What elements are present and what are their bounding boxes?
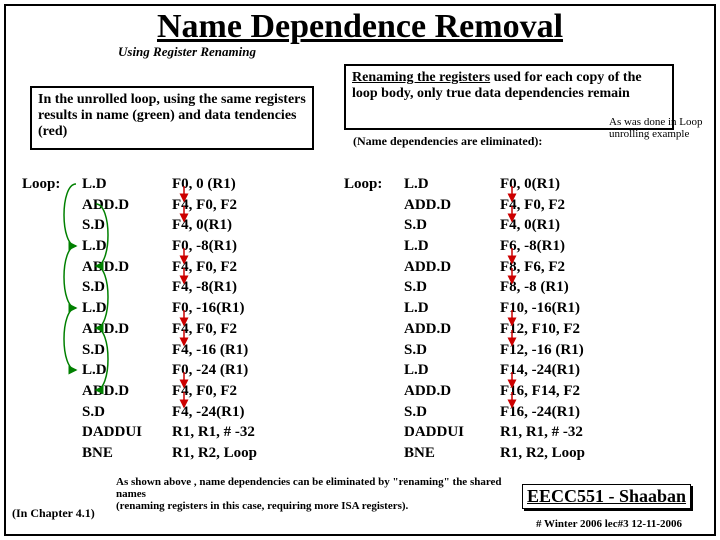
left-ops: L.DADD.DS.DL.DADD.DS.DL.DADD.DS.DL.DADD.… — [82, 174, 172, 464]
chapter-ref: (In Chapter 4.1) — [12, 506, 95, 521]
left-args: F0, 0 (R1)F4, F0, F2F4, 0(R1)F0, -8(R1)F… — [172, 174, 302, 464]
footer-note: As shown above , name dependencies can b… — [116, 476, 506, 512]
left-description-box: In the unrolled loop, using the same reg… — [30, 86, 314, 150]
slide-frame: Name Dependence Removal Using Register R… — [4, 4, 716, 536]
course-tag: EECC551 - Shaaban — [522, 484, 691, 509]
date-tag: # Winter 2006 lec#3 12-11-2006 — [536, 518, 682, 530]
title: Name Dependence Removal — [6, 8, 714, 46]
right-ops: L.DADD.DS.DL.DADD.DS.DL.DADD.DS.DL.DADD.… — [404, 174, 494, 464]
right-args: F0, 0(R1)F4, F0, F2F4, 0(R1)F6, -8(R1)F8… — [500, 174, 640, 464]
subtitle: Using Register Renaming — [118, 44, 714, 60]
aswas-note: As was done in Loop unrolling example — [609, 116, 709, 140]
right-box-underlined: Renaming the registers — [352, 70, 490, 85]
eliminated-note: (Name dependencies are eliminated): — [353, 134, 542, 149]
